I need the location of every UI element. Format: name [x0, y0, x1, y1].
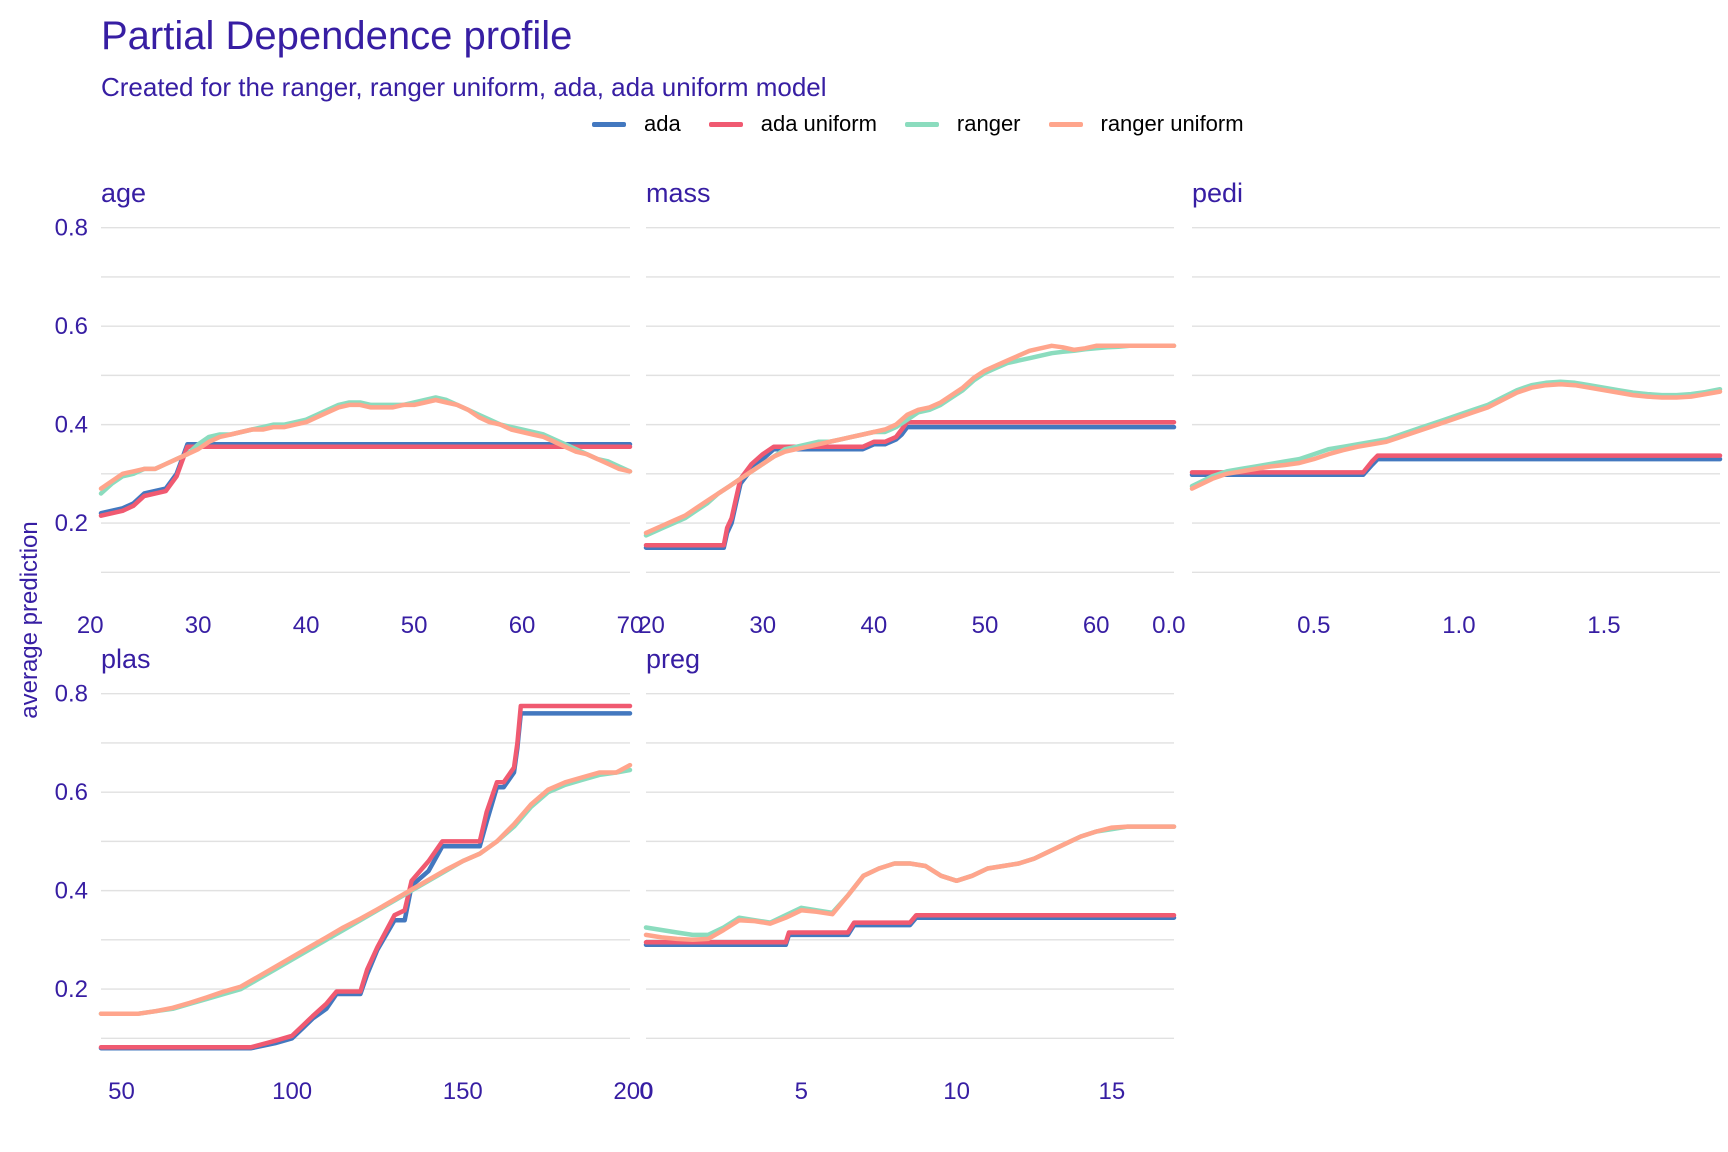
y-tick-label: 0.4 — [55, 412, 88, 439]
legend-swatch — [708, 121, 743, 127]
x-tick-label: 20 — [638, 612, 665, 639]
x-tick-label: 0 — [639, 1078, 652, 1105]
panel-mass: mass 20 30 40 50 60 — [638, 178, 1177, 639]
x-tick-label: 40 — [293, 612, 320, 639]
panel-age: age 0.2 0.4 0.6 0.8 20 30 40 50 60 70 — [55, 178, 644, 639]
x-tick-label: 1.5 — [1587, 612, 1620, 639]
legend-label: ranger uniform — [1100, 111, 1244, 136]
y-tick-label: 0.6 — [55, 779, 88, 806]
y-tick-label: 0.2 — [55, 510, 88, 537]
panel-title: mass — [646, 178, 711, 208]
panel-pedi: pedi 0.0 0.5 1.0 1.5 — [1152, 178, 1723, 639]
x-tick-label: 5 — [795, 1078, 808, 1105]
legend-swatch — [1048, 121, 1083, 127]
x-tick-label: 100 — [272, 1078, 312, 1105]
series-line-ada-uniform — [98, 444, 633, 518]
y-tick-label: 0.6 — [55, 313, 88, 340]
series-line-ada — [98, 442, 633, 516]
legend-item-ada-uniform: ada uniform — [708, 111, 877, 137]
y-tick-label: 0.8 — [55, 215, 88, 242]
series-line-ranger-uniform — [1189, 381, 1723, 491]
legend-item-ranger: ranger — [904, 111, 1021, 137]
legend: ada ada uniform ranger ranger uniform — [592, 110, 1272, 138]
x-tick-label: 200 — [613, 1078, 653, 1105]
series-line-ranger — [643, 343, 1177, 538]
x-tick-label: 0.5 — [1297, 612, 1330, 639]
legend-label: ada uniform — [760, 111, 877, 136]
chart-subtitle: Created for the ranger, ranger uniform, … — [101, 72, 827, 102]
x-tick-label: 20 — [77, 612, 104, 639]
x-tick-label: 15 — [1099, 1078, 1126, 1105]
panel-title: pedi — [1192, 178, 1243, 208]
legend-item-ranger-uniform: ranger uniform — [1048, 111, 1244, 137]
series-line-ranger-uniform — [98, 762, 633, 1016]
panel-title: preg — [646, 644, 700, 674]
series-line-ada-uniform — [643, 912, 1177, 945]
panel-preg: preg 0 5 10 15 — [639, 644, 1177, 1105]
x-tick-label: 60 — [1083, 612, 1110, 639]
panel-title: age — [101, 178, 146, 208]
x-tick-label: 50 — [972, 612, 999, 639]
series-line-ada-uniform — [1189, 453, 1723, 475]
series-line-ranger — [1189, 379, 1723, 489]
x-tick-label: 30 — [185, 612, 212, 639]
x-tick-label: 150 — [443, 1078, 483, 1105]
legend-swatch — [592, 121, 626, 127]
legend-label: ada — [644, 111, 681, 136]
x-tick-label: 50 — [108, 1078, 135, 1105]
series-line-ranger-uniform — [98, 397, 633, 491]
legend-item-ada: ada — [592, 111, 681, 137]
x-tick-label: 30 — [749, 612, 776, 639]
series-line-ranger-uniform — [643, 824, 1177, 943]
y-tick-label: 0.8 — [55, 681, 88, 708]
y-tick-label: 0.2 — [55, 976, 88, 1003]
y-tick-label: 0.4 — [55, 878, 88, 905]
x-tick-label: 40 — [861, 612, 888, 639]
panel-title: plas — [101, 644, 151, 674]
series-line-ada — [98, 711, 633, 1051]
x-tick-label: 10 — [943, 1078, 970, 1105]
x-tick-label: 0.0 — [1152, 612, 1185, 639]
chart-title: Partial Dependence profile — [101, 14, 573, 58]
x-tick-label: 70 — [617, 612, 644, 639]
legend-swatch — [904, 121, 939, 127]
series-line-ada-uniform — [98, 703, 633, 1050]
series-line-ranger-uniform — [643, 343, 1177, 536]
panel-plas: plas 0.2 0.4 0.6 0.8 50 100 150 200 — [55, 644, 654, 1105]
x-tick-label: 1.0 — [1442, 612, 1475, 639]
x-tick-label: 60 — [509, 612, 536, 639]
x-tick-label: 50 — [401, 612, 428, 639]
series-line-ada-uniform — [643, 419, 1177, 548]
legend-label: ranger — [956, 111, 1021, 136]
